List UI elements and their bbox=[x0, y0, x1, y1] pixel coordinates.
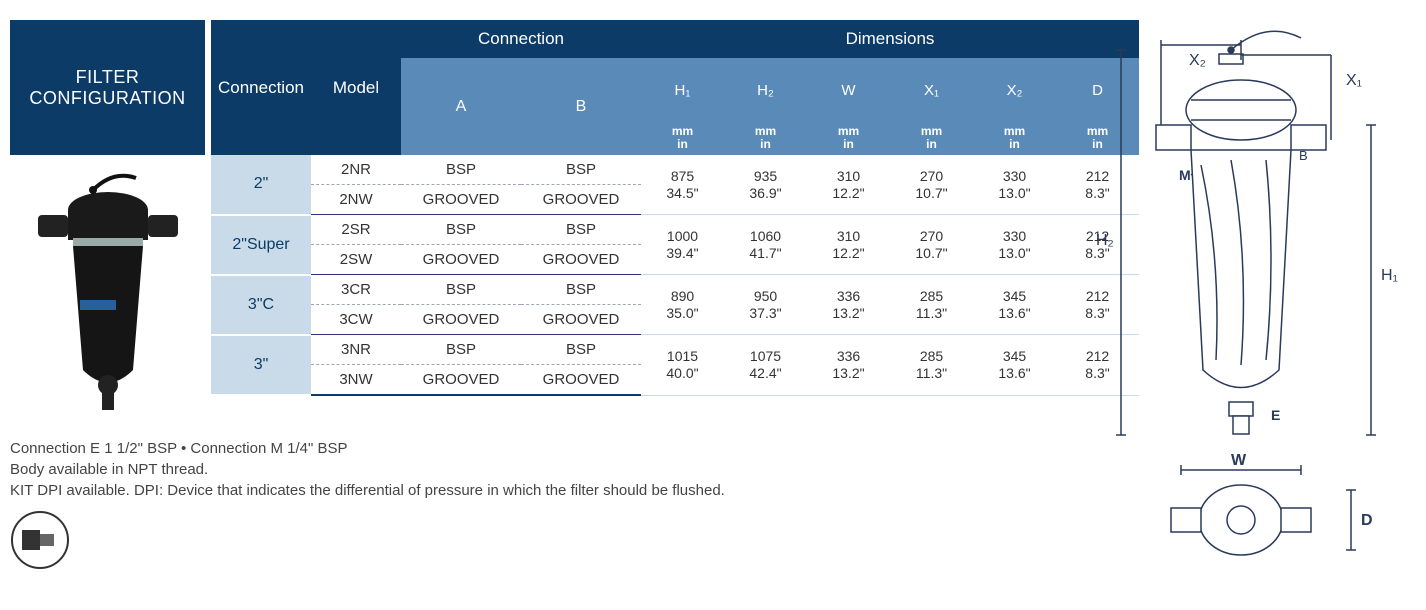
dim-cell-x2: 34513.6" bbox=[973, 335, 1056, 396]
hdr-model: Model bbox=[311, 20, 401, 155]
connection-cell: 2" bbox=[211, 155, 311, 215]
conn-a-cell: BSP bbox=[401, 215, 521, 245]
model-cell: 3NR bbox=[311, 335, 401, 365]
hdr-dim-w: W bbox=[807, 58, 890, 123]
conn-b-cell: BSP bbox=[521, 335, 641, 365]
hdr-connection: Connection bbox=[211, 20, 311, 155]
dim-cell-x2: 33013.0" bbox=[973, 215, 1056, 275]
conn-b-cell: GROOVED bbox=[521, 365, 641, 396]
model-cell: 3NW bbox=[311, 365, 401, 396]
product-image bbox=[10, 155, 205, 425]
diag-b: B bbox=[1299, 148, 1308, 163]
conn-a-cell: GROOVED bbox=[401, 365, 521, 396]
dim-cell-h2: 107542.4" bbox=[724, 335, 807, 396]
conn-a-cell: GROOVED bbox=[401, 185, 521, 215]
footer-notes: Connection E 1 1/2" BSP • Connection M 1… bbox=[10, 438, 725, 501]
hdr-sub-a: A bbox=[401, 58, 521, 155]
spec-table-area: Connection Model Connection Dimensions A… bbox=[211, 20, 1139, 396]
hdr-unit-x1: mmin bbox=[890, 123, 973, 155]
dim-cell-h1: 89035.0" bbox=[641, 275, 724, 335]
hdr-dim-x1: X₁ bbox=[890, 58, 973, 123]
model-cell: 2SR bbox=[311, 215, 401, 245]
connection-cell: 2"Super bbox=[211, 215, 311, 275]
model-cell: 3CW bbox=[311, 305, 401, 335]
dim-cell-x2: 33013.0" bbox=[973, 155, 1056, 215]
hdr-unit-w: mmin bbox=[807, 123, 890, 155]
diag-m: M bbox=[1179, 167, 1191, 183]
hdr-dim-h2: H₂ bbox=[724, 58, 807, 123]
spec-table: Connection Model Connection Dimensions A… bbox=[211, 20, 1139, 396]
dim-cell-h1: 100039.4" bbox=[641, 215, 724, 275]
hdr-unit-h2: mmin bbox=[724, 123, 807, 155]
conn-a-cell: BSP bbox=[401, 275, 521, 305]
spec-table-body: 2"2NRBSPBSP87534.5"93536.9"31012.2"27010… bbox=[211, 155, 1139, 395]
dim-cell-x1: 27010.7" bbox=[890, 215, 973, 275]
hdr-unit-h1: mmin bbox=[641, 123, 724, 155]
dpi-icon bbox=[10, 510, 70, 570]
filter-product-icon bbox=[28, 160, 188, 420]
config-header-line2: CONFIGURATION bbox=[18, 88, 197, 109]
dimension-diagram: X₂ X₁ A B M E bbox=[1071, 10, 1411, 590]
diag-d: D bbox=[1361, 512, 1373, 529]
dim-cell-h2: 106041.7" bbox=[724, 215, 807, 275]
dim-cell-x1: 27010.7" bbox=[890, 155, 973, 215]
conn-b-cell: GROOVED bbox=[521, 185, 641, 215]
connection-cell: 3"C bbox=[211, 275, 311, 335]
hdr-sub-b: B bbox=[521, 58, 641, 155]
config-column: FILTER CONFIGURATION bbox=[10, 20, 205, 425]
model-cell: 3CR bbox=[311, 275, 401, 305]
conn-a-cell: GROOVED bbox=[401, 305, 521, 335]
main-layout: FILTER CONFIGURATION bbox=[10, 20, 1139, 425]
dim-cell-x1: 28511.3" bbox=[890, 335, 973, 396]
conn-b-cell: GROOVED bbox=[521, 305, 641, 335]
footer-line1: Connection E 1 1/2" BSP • Connection M 1… bbox=[10, 438, 725, 459]
config-header-line1: FILTER bbox=[18, 67, 197, 88]
diag-x2: X₂ bbox=[1189, 52, 1206, 69]
diag-h2: H₂ bbox=[1096, 232, 1114, 249]
model-cell: 2NW bbox=[311, 185, 401, 215]
conn-b-cell: GROOVED bbox=[521, 245, 641, 275]
conn-b-cell: BSP bbox=[521, 215, 641, 245]
dim-cell-x2: 34513.6" bbox=[973, 275, 1056, 335]
footer-line2: Body available in NPT thread. bbox=[10, 459, 725, 480]
hdr-dim-x2: X₂ bbox=[973, 58, 1056, 123]
diag-h1: H₁ bbox=[1381, 267, 1398, 284]
conn-a-cell: GROOVED bbox=[401, 245, 521, 275]
dim-cell-h2: 95037.3" bbox=[724, 275, 807, 335]
dim-cell-w: 33613.2" bbox=[807, 335, 890, 396]
footer-line3: KIT DPI available. DPI: Device that indi… bbox=[10, 480, 725, 501]
diag-x1: X₁ bbox=[1346, 72, 1362, 89]
dim-cell-h1: 87534.5" bbox=[641, 155, 724, 215]
dim-cell-w: 31012.2" bbox=[807, 155, 890, 215]
model-cell: 2SW bbox=[311, 245, 401, 275]
conn-b-cell: BSP bbox=[521, 155, 641, 185]
dim-cell-w: 33613.2" bbox=[807, 275, 890, 335]
hdr-dimensions: Dimensions bbox=[641, 20, 1139, 58]
model-cell: 2NR bbox=[311, 155, 401, 185]
diag-w: W bbox=[1231, 452, 1247, 469]
conn-a-cell: BSP bbox=[401, 335, 521, 365]
diag-e: E bbox=[1271, 407, 1280, 423]
conn-b-cell: BSP bbox=[521, 275, 641, 305]
hdr-unit-x2: mmin bbox=[973, 123, 1056, 155]
connection-cell: 3" bbox=[211, 335, 311, 396]
dim-cell-w: 31012.2" bbox=[807, 215, 890, 275]
hdr-dim-h1: H₁ bbox=[641, 58, 724, 123]
conn-a-cell: BSP bbox=[401, 155, 521, 185]
config-header: FILTER CONFIGURATION bbox=[10, 20, 205, 155]
hdr-connection-group: Connection bbox=[401, 20, 641, 58]
dim-cell-h1: 101540.0" bbox=[641, 335, 724, 396]
dim-cell-x1: 28511.3" bbox=[890, 275, 973, 335]
dim-cell-h2: 93536.9" bbox=[724, 155, 807, 215]
